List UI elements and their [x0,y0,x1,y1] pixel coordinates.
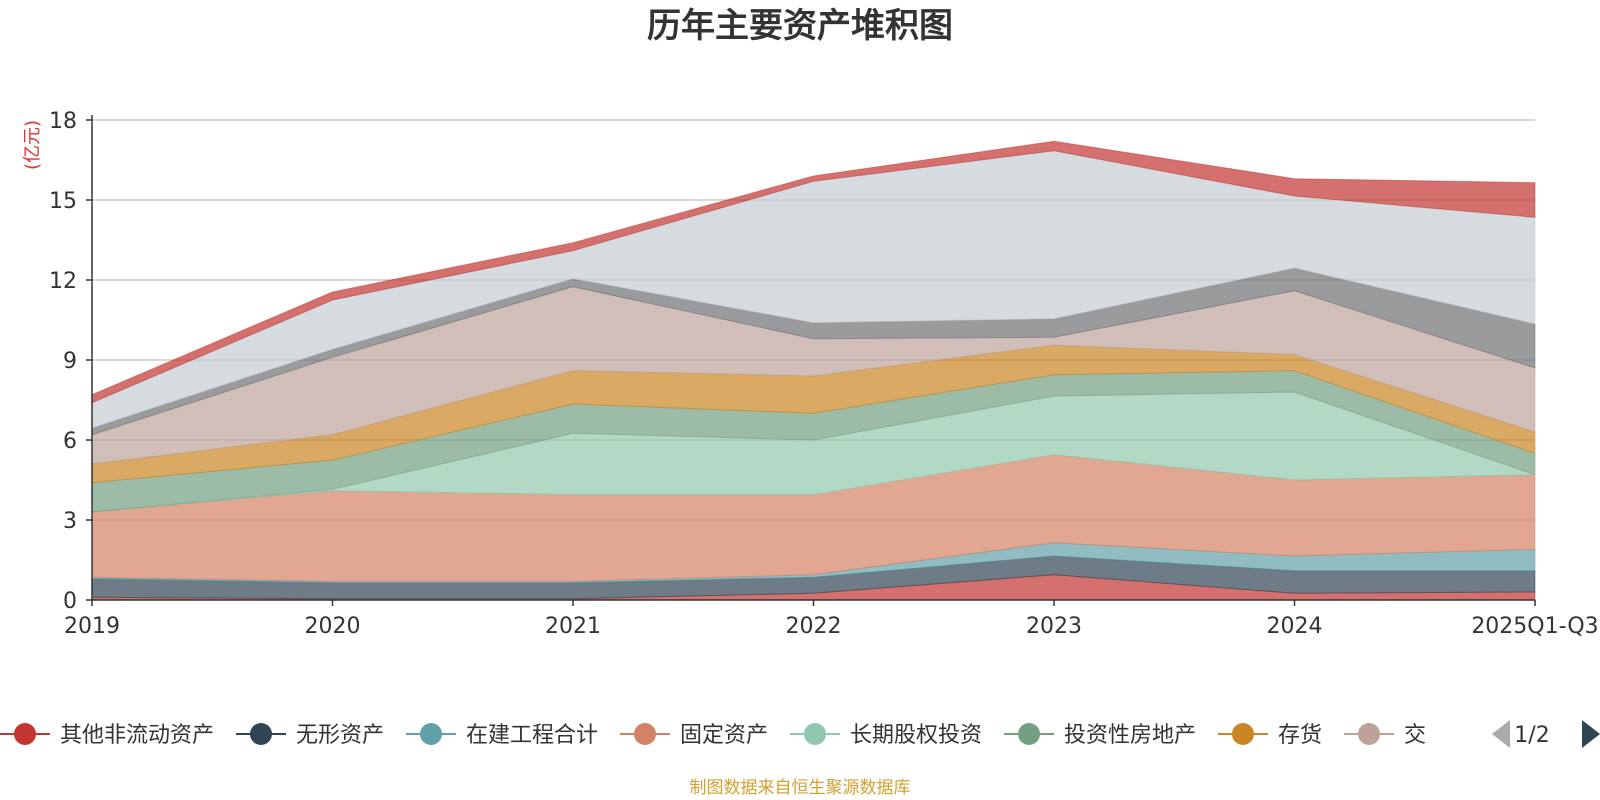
legend-label: 投资性房地产 [1064,723,1196,748]
x-tick-label: 2019 [64,614,120,639]
legend-item[interactable]: 固定资产 [620,723,768,748]
legend-marker [420,723,442,745]
legend-item[interactable]: 无形资产 [236,723,384,748]
legend-marker [1018,723,1040,745]
axes: 0 3 6 9 12 15 18 2019 2020 2021 2022 2023 2024 2025Q1… [49,109,1599,639]
y-tick-label: 18 [49,109,77,134]
prev-page-icon[interactable] [1492,720,1510,748]
legend-label: 无形资产 [296,723,384,748]
y-tick-label: 9 [63,349,77,374]
legend-label: 其他非流动资产 [60,723,214,748]
legend-item[interactable]: 存货 [1218,723,1322,748]
legend-item[interactable]: 长期股权投资 [790,723,982,748]
y-tick-label: 12 [49,269,77,294]
legend-page-indicator: 1/2 [1514,723,1549,748]
legend-marker [1232,723,1254,745]
x-tick-label: 2021 [545,614,601,639]
area-series [91,140,1536,601]
x-tick-label: 2022 [786,614,842,639]
legend-marker [634,723,656,745]
y-tick-label: 0 [63,589,77,614]
legend-item[interactable]: 在建工程合计 [406,723,598,748]
legend-label: 交 [1404,723,1426,748]
legend-item[interactable]: 交 [1344,723,1426,748]
y-tick-label: 6 [63,429,77,454]
data-source-note: 制图数据来自恒生聚源数据库 [690,778,911,798]
x-tick-label: 2020 [305,614,361,639]
x-tick-label: 2023 [1026,614,1082,639]
legend-label: 在建工程合计 [466,723,598,748]
legend-item[interactable]: 投资性房地产 [1004,723,1196,748]
legend-label: 固定资产 [680,723,768,748]
y-tick-label: 15 [49,189,77,214]
next-page-icon[interactable] [1582,720,1600,748]
legend: 其他非流动资产 无形资产 在建工程合计 固定资产 长期股权投资 投资性房地产 存货 交 1/2 [0,712,1600,758]
legend-label: 长期股权投资 [850,723,982,748]
legend-marker [250,723,272,745]
area-其他[interactable] [91,140,1536,404]
y-axis-unit: (亿元) [22,120,43,170]
legend-item[interactable]: 其他非流动资产 [0,723,214,748]
legend-marker [1358,723,1380,745]
x-tick-label: 2024 [1267,614,1323,639]
legend-marker [14,723,36,745]
legend-label: 存货 [1278,723,1322,748]
chart-title: 历年主要资产堆积图 [647,6,953,46]
y-tick-label: 3 [63,509,77,534]
x-tick-label: 2025Q1-Q3 [1471,614,1598,639]
legend-marker [804,723,826,745]
